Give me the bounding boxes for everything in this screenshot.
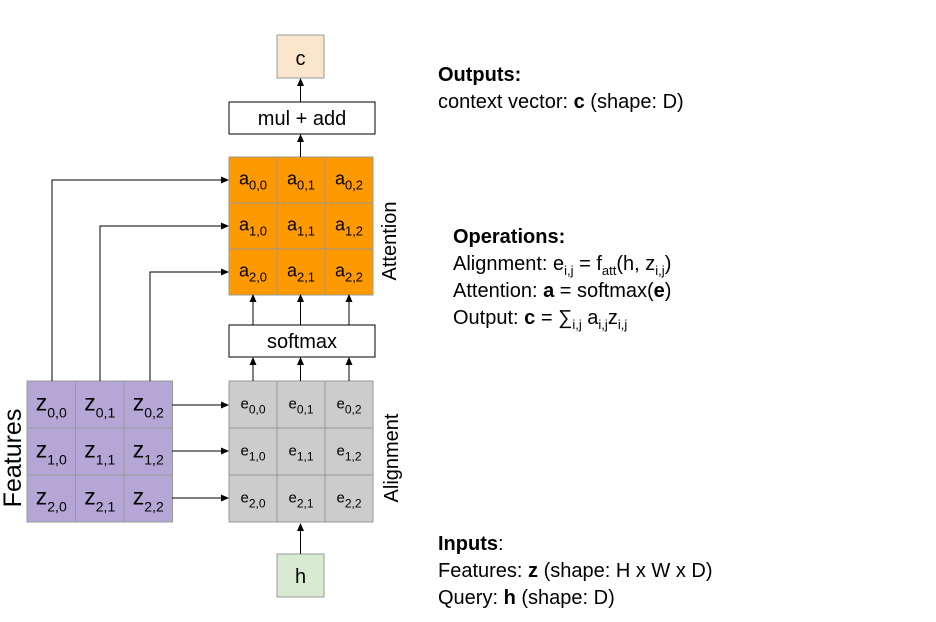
features-grid: z0,0 z0,1 z0,2 z1,0 z1,1 z1,2 z2,0 z2,1 z2,2 [26, 380, 173, 523]
alignment-cell-label-1-1: e1,1 [288, 442, 313, 463]
features-cell-label-2-2: z2,2 [133, 483, 164, 514]
alignment-cell-2-2 [324, 474, 374, 523]
alignment-grid: e0,0 e0,1 e0,2 e1,0 e1,1 e1,2 e2,0 e2,1 e2,2 [228, 380, 374, 523]
attention-cell-2-1 [276, 248, 326, 296]
features-cell-1-1 [75, 427, 125, 476]
attention-cell-label-0-2: a0,2 [335, 169, 363, 193]
outputs-heading: Outputs: [438, 64, 522, 86]
operations-output-line: Output: c = ∑i,j ai,jzi,j [453, 307, 628, 332]
attention-cell-label-1-1: a1,1 [287, 215, 315, 239]
alignment-cell-1-0 [228, 427, 278, 476]
attention-cell-label-2-1: a2,1 [287, 261, 315, 285]
features-cell-label-0-0: z0,0 [36, 389, 67, 420]
alignment-side-label: Alignment [381, 413, 403, 502]
softmax-label: softmax [267, 331, 337, 353]
attention-cell-label-0-1: a0,1 [287, 169, 315, 193]
features-cell-label-1-1: z1,1 [84, 436, 115, 467]
alignment-cell-label-1-2: e1,2 [336, 442, 361, 463]
features-cell-2-0 [26, 474, 76, 523]
operations-heading: Operations: [453, 226, 566, 248]
attention-cell-label-1-0: a1,0 [239, 215, 267, 239]
features-cell-label-1-0: z1,0 [36, 436, 67, 467]
alignment-cell-label-2-0: e2,0 [240, 489, 265, 510]
features-cell-label-2-1: z2,1 [84, 483, 115, 514]
attention-cell-label-0-0: a0,0 [239, 169, 267, 193]
features-cell-label-0-1: z0,1 [84, 389, 115, 420]
attention-cell-label-1-2: a1,2 [335, 215, 363, 239]
inputs-heading: Inputs [438, 533, 498, 555]
alignment-cell-1-2 [324, 427, 374, 476]
mul-add-label: mul + add [258, 108, 346, 130]
attention-cell-0-1 [276, 156, 326, 204]
h-node-label: h [295, 566, 306, 588]
attention-side-label: Attention [379, 202, 401, 281]
arrows [51, 78, 353, 554]
attention-cell-0-2 [324, 156, 374, 204]
features-cell-0-2 [123, 380, 173, 429]
alignment-cell-label-2-1: e2,1 [288, 489, 313, 510]
outputs-line: context vector: c (shape: D) [438, 91, 684, 113]
features-side-label: Features [0, 409, 27, 508]
c-node-box [276, 34, 325, 79]
alignment-cell-label-0-1: e0,1 [288, 395, 313, 416]
features-cell-label-1-2: z1,2 [133, 436, 164, 467]
attention-cell-2-2 [324, 248, 374, 296]
attention-cell-1-1 [276, 202, 326, 250]
alignment-cell-2-1 [276, 474, 326, 523]
inputs-description: Inputs: Features: z (shape: H x W x D) Q… [438, 531, 713, 612]
attention-cell-2-0 [228, 248, 278, 296]
mul-add-box [228, 101, 376, 135]
attention-grid: a0,0 a0,1 a0,2 a1,0 a1,1 a1,2 a2,0 a2,1 a2,2 [228, 156, 374, 296]
alignment-cell-1-1 [276, 427, 326, 476]
features-cell-2-2 [123, 474, 173, 523]
arrow-features-to-attention-row0 [51, 176, 229, 381]
arrow-features-to-attention-row2 [149, 268, 229, 381]
outputs-description: Outputs: context vector: c (shape: D) [438, 62, 684, 116]
inputs-features-line: Features: z (shape: H x W x D) [438, 560, 713, 582]
features-cell-1-2 [123, 427, 173, 476]
inputs-query-line: Query: h (shape: D) [438, 587, 615, 609]
features-cell-label-2-0: z2,0 [36, 483, 67, 514]
operations-attention-line: Attention: a = softmax(e) [453, 280, 672, 302]
attention-cell-1-2 [324, 202, 374, 250]
alignment-cell-label-2-2: e2,2 [336, 489, 361, 510]
alignment-cell-0-1 [276, 380, 326, 429]
alignment-cell-0-0 [228, 380, 278, 429]
softmax-box [228, 324, 376, 358]
h-node-box [276, 553, 325, 598]
alignment-cell-label-0-2: e0,2 [336, 395, 361, 416]
alignment-cell-2-0 [228, 474, 278, 523]
c-node-label: c [296, 48, 306, 70]
alignment-cell-label-0-0: e0,0 [240, 395, 265, 416]
operations-alignment-line: Alignment: ei,j = fatt(h, zi,j) [453, 253, 672, 278]
features-cell-label-0-2: z0,2 [133, 389, 164, 420]
alignment-cell-label-1-0: e1,0 [240, 442, 265, 463]
attention-cell-label-2-2: a2,2 [335, 261, 363, 285]
attention-cell-label-2-0: a2,0 [239, 261, 267, 285]
operations-description: Operations: Alignment: ei,j = fatt(h, zi… [453, 224, 671, 332]
features-cell-0-0 [26, 380, 76, 429]
arrow-features-to-attention-row1 [99, 222, 229, 381]
features-cell-2-1 [75, 474, 125, 523]
